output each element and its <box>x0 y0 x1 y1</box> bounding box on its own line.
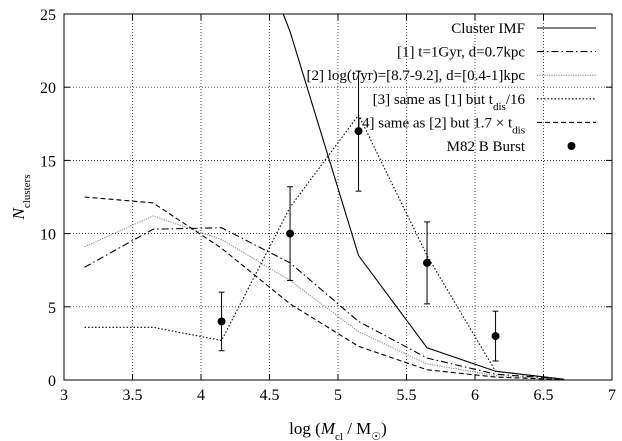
y-tick-label: 20 <box>40 80 56 97</box>
series-line-3 <box>84 215 565 380</box>
data-point <box>491 332 500 341</box>
data-point <box>354 127 363 136</box>
series-line-1 <box>282 14 565 380</box>
legend-label: Cluster IMF <box>451 21 525 37</box>
x-tick-label: 4 <box>197 387 205 404</box>
data-point <box>423 258 432 267</box>
y-tick-label: 5 <box>48 300 56 317</box>
y-tick-label: 10 <box>40 227 56 244</box>
x-tick-label: 3.5 <box>123 387 143 404</box>
y-tick-label: 0 <box>48 373 56 390</box>
gridlines <box>64 14 612 380</box>
x-axis-label: log (Mcl / M☉) <box>289 419 387 441</box>
legend: Cluster IMF [1] t=1Gyr, d=0.7kpc [2] log(t… <box>306 21 596 155</box>
legend-label: [2] log(t/yr)=[8.7-9.2], d=[0.4-1]kpc <box>306 68 525 84</box>
legend-label: [1] t=1Gyr, d=0.7kpc <box>397 45 525 61</box>
data-points <box>217 70 500 362</box>
series-lines <box>84 14 565 380</box>
y-tick-label: 15 <box>40 153 56 170</box>
y-tick-label: 25 <box>40 7 56 24</box>
x-tick-label: 5 <box>334 387 342 404</box>
x-tick-label: 5.5 <box>397 387 417 404</box>
x-tick-label: 7 <box>608 387 616 404</box>
plot-frame <box>63 13 613 381</box>
data-point <box>286 229 295 238</box>
legend-label: [3] same as [1] but tdis/16 <box>373 92 526 113</box>
series-line-5 <box>84 196 565 380</box>
legend-label: M82 B Burst <box>447 139 526 155</box>
x-tick-label: 3 <box>60 387 68 404</box>
x-tick-label: 4.5 <box>260 387 280 404</box>
legend-label: [4] same as [2] but 1.7 × tdis <box>357 115 525 136</box>
x-tick-label: 6.5 <box>534 387 554 404</box>
tick-labels: 3 3.5 4 4.5 5 5.5 6 6.5 7 0 5 10 15 20 25 <box>40 7 616 404</box>
legend-marker <box>567 142 576 150</box>
series-line-2 <box>84 227 565 380</box>
y-axis-label: Nclusters <box>9 175 33 221</box>
x-tick-label: 6 <box>471 387 479 404</box>
data-point <box>217 317 226 326</box>
